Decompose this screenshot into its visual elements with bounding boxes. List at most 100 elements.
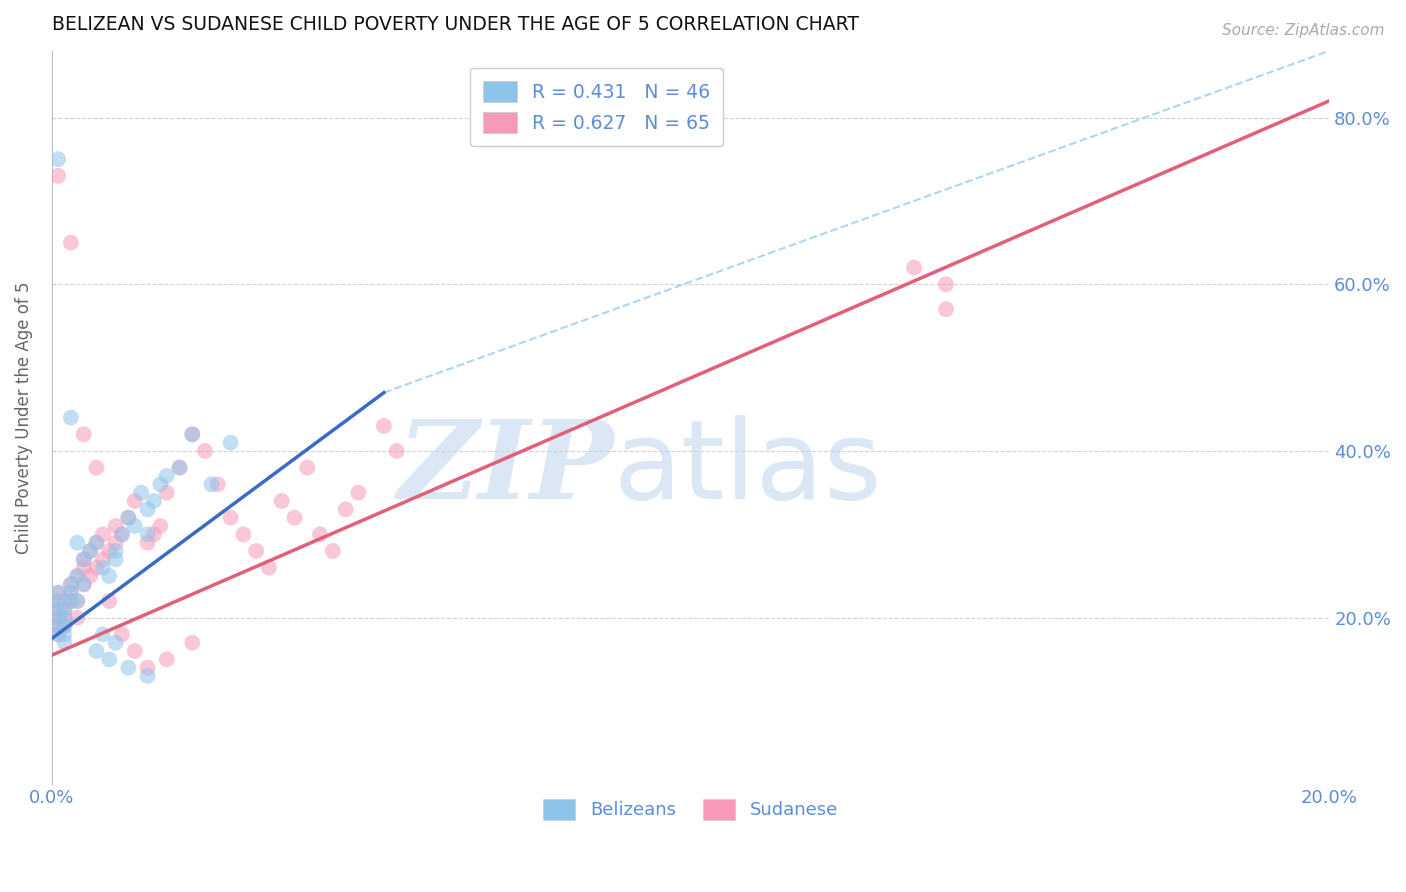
Point — [219, 510, 242, 524]
Point — [385, 444, 408, 458]
Point — [46, 610, 69, 624]
Point — [347, 485, 370, 500]
Point — [59, 235, 82, 250]
Point — [53, 619, 76, 633]
Point — [270, 494, 292, 508]
Point — [117, 510, 139, 524]
Point — [46, 602, 69, 616]
Point — [66, 569, 89, 583]
Point — [194, 444, 217, 458]
Point — [59, 594, 82, 608]
Text: Source: ZipAtlas.com: Source: ZipAtlas.com — [1222, 23, 1385, 38]
Point — [245, 544, 267, 558]
Point — [59, 594, 82, 608]
Point — [149, 519, 172, 533]
Point — [129, 485, 152, 500]
Point — [53, 619, 76, 633]
Point — [86, 560, 108, 574]
Point — [59, 577, 82, 591]
Point — [935, 277, 957, 292]
Point — [46, 585, 69, 599]
Point — [53, 627, 76, 641]
Point — [98, 544, 121, 558]
Point — [46, 594, 69, 608]
Point — [156, 652, 179, 666]
Point — [53, 636, 76, 650]
Point — [73, 552, 96, 566]
Text: ZIP: ZIP — [398, 416, 614, 523]
Point — [169, 460, 191, 475]
Point — [903, 260, 925, 275]
Point — [136, 669, 159, 683]
Point — [142, 527, 165, 541]
Point — [117, 661, 139, 675]
Point — [46, 619, 69, 633]
Point — [79, 569, 101, 583]
Point — [91, 560, 114, 574]
Point — [111, 627, 134, 641]
Point — [73, 577, 96, 591]
Point — [53, 610, 76, 624]
Point — [66, 535, 89, 549]
Point — [322, 544, 344, 558]
Point — [149, 477, 172, 491]
Point — [156, 469, 179, 483]
Point — [46, 627, 69, 641]
Point — [98, 569, 121, 583]
Point — [181, 427, 204, 442]
Point — [117, 510, 139, 524]
Point — [79, 544, 101, 558]
Point — [53, 602, 76, 616]
Point — [91, 552, 114, 566]
Text: BELIZEAN VS SUDANESE CHILD POVERTY UNDER THE AGE OF 5 CORRELATION CHART: BELIZEAN VS SUDANESE CHILD POVERTY UNDER… — [52, 15, 859, 34]
Point — [66, 594, 89, 608]
Point — [86, 644, 108, 658]
Point — [283, 510, 305, 524]
Point — [104, 544, 127, 558]
Point — [46, 594, 69, 608]
Point — [46, 627, 69, 641]
Point — [98, 652, 121, 666]
Point — [207, 477, 229, 491]
Point — [232, 527, 254, 541]
Point — [46, 152, 69, 166]
Point — [59, 585, 82, 599]
Point — [257, 560, 280, 574]
Point — [169, 460, 191, 475]
Point — [200, 477, 222, 491]
Point — [46, 585, 69, 599]
Point — [156, 485, 179, 500]
Point — [181, 636, 204, 650]
Point — [59, 585, 82, 599]
Point — [104, 636, 127, 650]
Point — [98, 594, 121, 608]
Point — [66, 569, 89, 583]
Point — [309, 527, 332, 541]
Point — [73, 577, 96, 591]
Point — [104, 552, 127, 566]
Point — [935, 302, 957, 317]
Legend: Belizeans, Sudanese: Belizeans, Sudanese — [536, 791, 845, 827]
Point — [136, 661, 159, 675]
Point — [297, 460, 319, 475]
Point — [181, 427, 204, 442]
Point — [373, 419, 395, 434]
Point — [79, 544, 101, 558]
Point — [86, 535, 108, 549]
Point — [73, 560, 96, 574]
Point — [104, 535, 127, 549]
Point — [335, 502, 357, 516]
Point — [136, 502, 159, 516]
Point — [46, 610, 69, 624]
Point — [86, 535, 108, 549]
Text: atlas: atlas — [614, 416, 883, 523]
Point — [124, 519, 146, 533]
Point — [124, 644, 146, 658]
Y-axis label: Child Poverty Under the Age of 5: Child Poverty Under the Age of 5 — [15, 281, 32, 554]
Point — [66, 610, 89, 624]
Point — [91, 527, 114, 541]
Point — [46, 169, 69, 183]
Point — [46, 602, 69, 616]
Point — [73, 552, 96, 566]
Point — [53, 602, 76, 616]
